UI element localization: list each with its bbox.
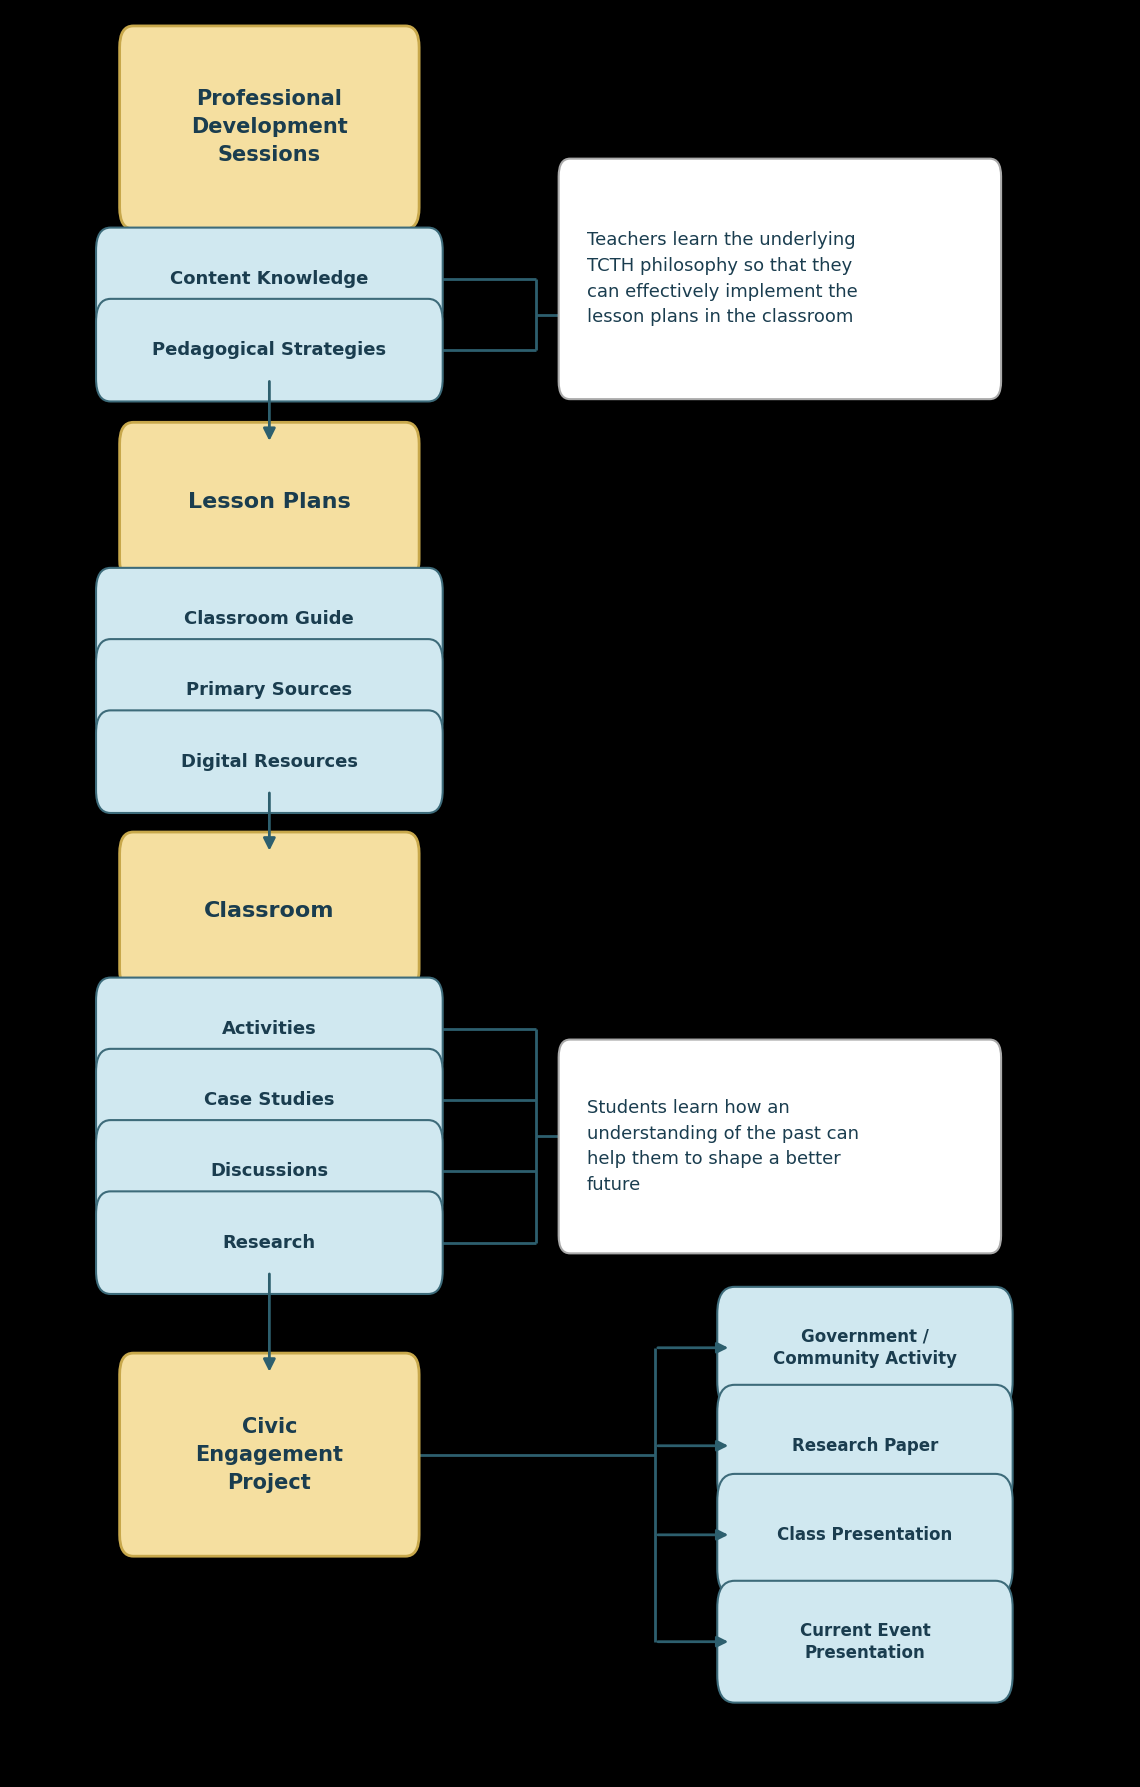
- FancyBboxPatch shape: [717, 1287, 1012, 1408]
- Text: Government /
Community Activity: Government / Community Activity: [773, 1328, 956, 1367]
- FancyBboxPatch shape: [96, 640, 442, 742]
- FancyBboxPatch shape: [96, 568, 442, 670]
- FancyBboxPatch shape: [120, 27, 420, 229]
- Text: Class Presentation: Class Presentation: [777, 1526, 953, 1544]
- Text: Teachers learn the underlying
TCTH philosophy so that they
can effectively imple: Teachers learn the underlying TCTH philo…: [587, 231, 857, 327]
- Text: Research: Research: [222, 1233, 316, 1251]
- Text: Professional
Development
Sessions: Professional Development Sessions: [192, 89, 348, 166]
- FancyBboxPatch shape: [717, 1474, 1012, 1596]
- Text: Activities: Activities: [222, 1020, 317, 1038]
- FancyBboxPatch shape: [120, 833, 420, 990]
- Text: Pedagogical Strategies: Pedagogical Strategies: [153, 341, 386, 359]
- FancyBboxPatch shape: [559, 159, 1001, 399]
- Text: Case Studies: Case Studies: [204, 1092, 335, 1110]
- Text: Classroom Guide: Classroom Guide: [185, 609, 355, 629]
- FancyBboxPatch shape: [96, 711, 442, 813]
- FancyBboxPatch shape: [96, 977, 442, 1079]
- Text: Lesson Plans: Lesson Plans: [188, 491, 351, 511]
- FancyBboxPatch shape: [120, 1353, 420, 1556]
- Text: Research Paper: Research Paper: [792, 1437, 938, 1455]
- FancyBboxPatch shape: [96, 1049, 442, 1151]
- FancyBboxPatch shape: [96, 1120, 442, 1222]
- Text: Digital Resources: Digital Resources: [181, 752, 358, 770]
- Text: Classroom: Classroom: [204, 901, 335, 922]
- FancyBboxPatch shape: [96, 1192, 442, 1294]
- FancyBboxPatch shape: [120, 422, 420, 581]
- FancyBboxPatch shape: [717, 1385, 1012, 1506]
- FancyBboxPatch shape: [96, 227, 442, 331]
- Text: Primary Sources: Primary Sources: [186, 681, 352, 699]
- Text: Discussions: Discussions: [210, 1162, 328, 1181]
- Text: Current Event
Presentation: Current Event Presentation: [799, 1621, 930, 1662]
- FancyBboxPatch shape: [559, 1040, 1001, 1253]
- FancyBboxPatch shape: [717, 1581, 1012, 1703]
- Text: Civic
Engagement
Project: Civic Engagement Project: [195, 1417, 343, 1492]
- FancyBboxPatch shape: [96, 298, 442, 402]
- Text: Content Knowledge: Content Knowledge: [170, 270, 368, 288]
- Text: Students learn how an
understanding of the past can
help them to shape a better
: Students learn how an understanding of t…: [587, 1099, 860, 1194]
